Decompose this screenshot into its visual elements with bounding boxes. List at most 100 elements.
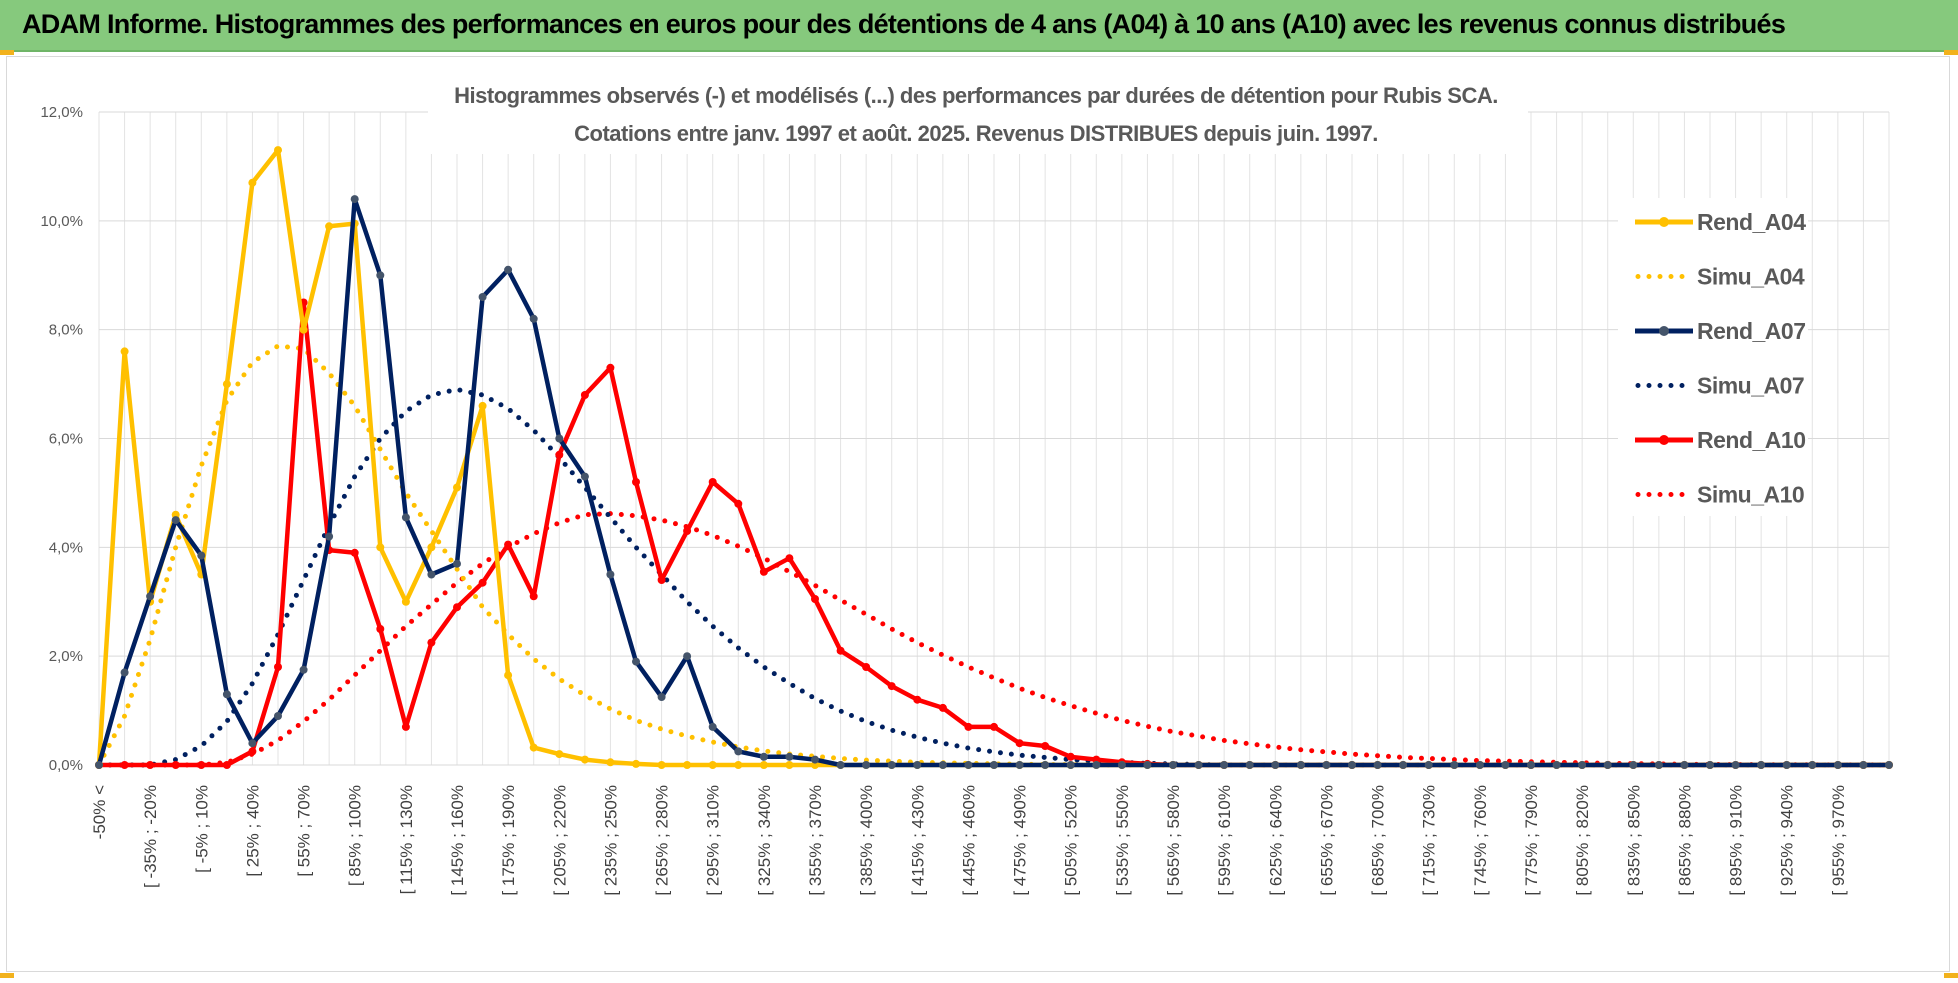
x-tick-label: [ 685% ; 700% bbox=[1369, 785, 1388, 896]
data-point bbox=[862, 663, 871, 671]
x-tick-label: [ 205% ; 220% bbox=[550, 785, 569, 896]
data-point bbox=[606, 758, 615, 767]
data-point bbox=[1859, 761, 1868, 769]
data-point bbox=[683, 652, 692, 661]
data-point bbox=[632, 759, 640, 768]
data-point bbox=[913, 695, 922, 704]
legend-item: Rend_A10 bbox=[1635, 427, 1806, 453]
data-point bbox=[990, 761, 998, 769]
data-point bbox=[1066, 761, 1075, 769]
data-point bbox=[1731, 761, 1740, 769]
data-point bbox=[1885, 761, 1893, 769]
data-point bbox=[887, 682, 896, 691]
y-tick-label: 8,0% bbox=[49, 322, 83, 339]
data-point bbox=[248, 747, 257, 756]
data-point bbox=[1245, 761, 1254, 769]
data-point bbox=[938, 703, 947, 712]
corner-mark bbox=[0, 973, 14, 978]
data-point bbox=[1808, 761, 1817, 769]
data-point bbox=[325, 222, 334, 231]
legend-label: Simu_A10 bbox=[1697, 482, 1804, 508]
legend-marker bbox=[1659, 217, 1669, 227]
x-tick-label: [ 925% ; 940% bbox=[1778, 785, 1797, 896]
data-point bbox=[938, 761, 947, 769]
data-point bbox=[1015, 739, 1024, 748]
data-point bbox=[350, 195, 359, 204]
y-axis-ticks: 0,0% 2,0% 4,0% 6,0% 8,0% 10,0% 12,0% bbox=[40, 104, 83, 774]
x-tick-label: [ 655% ; 670% bbox=[1317, 785, 1336, 896]
legend-label: Simu_A07 bbox=[1697, 373, 1804, 399]
banner-title: ADAM Informe. Histogrammes des performan… bbox=[22, 9, 1786, 39]
data-point bbox=[529, 743, 538, 752]
legend-label: Rend_A07 bbox=[1697, 318, 1805, 344]
data-point bbox=[376, 625, 385, 633]
data-point bbox=[1220, 761, 1229, 769]
data-point bbox=[1322, 761, 1331, 769]
x-tick-label: [ 595% ; 610% bbox=[1215, 785, 1234, 896]
data-point bbox=[1629, 761, 1638, 769]
data-point bbox=[299, 325, 308, 334]
data-point bbox=[350, 548, 359, 557]
x-axis-ticks: -50% < [ -35% ; -20% [ -5% ; 10% [ 25% ; 40… bbox=[90, 785, 1848, 896]
data-point bbox=[248, 178, 257, 187]
data-point bbox=[120, 347, 129, 356]
data-point bbox=[836, 646, 845, 655]
x-tick-label: [ 475% ; 490% bbox=[1011, 785, 1030, 896]
data-point bbox=[657, 761, 666, 769]
data-point bbox=[606, 570, 615, 579]
x-tick-label: [ 865% ; 880% bbox=[1675, 785, 1694, 896]
x-tick-label: [ 505% ; 520% bbox=[1062, 785, 1081, 896]
data-point bbox=[504, 265, 513, 274]
data-point bbox=[1424, 761, 1433, 769]
data-point bbox=[427, 543, 436, 552]
data-point bbox=[1015, 761, 1024, 769]
x-tick-label: [ 235% ; 250% bbox=[601, 785, 620, 896]
data-point bbox=[811, 755, 819, 764]
data-point bbox=[708, 722, 717, 731]
legend-item: Simu_A04 bbox=[1635, 264, 1805, 290]
legend-item: Simu_A07 bbox=[1635, 373, 1805, 399]
data-point bbox=[657, 693, 666, 701]
data-point bbox=[478, 293, 487, 301]
data-point bbox=[453, 559, 461, 568]
data-point bbox=[632, 478, 640, 486]
data-point bbox=[657, 576, 666, 584]
data-point bbox=[1066, 752, 1075, 761]
data-point bbox=[1833, 761, 1842, 769]
data-point bbox=[222, 690, 231, 699]
x-tick-label: [ 565% ; 580% bbox=[1164, 785, 1183, 896]
data-point bbox=[120, 761, 129, 769]
x-tick-label: [ 175% ; 190% bbox=[499, 785, 518, 896]
data-point bbox=[274, 663, 282, 671]
data-point bbox=[504, 540, 513, 549]
data-point bbox=[683, 527, 692, 535]
data-point bbox=[529, 592, 538, 601]
data-point bbox=[785, 752, 794, 761]
x-tick-label: [ 325% ; 340% bbox=[755, 785, 774, 896]
data-point bbox=[1399, 761, 1408, 769]
chart-frame bbox=[6, 56, 1950, 972]
data-point bbox=[197, 761, 206, 769]
data-point bbox=[759, 567, 768, 576]
data-point bbox=[504, 671, 513, 680]
data-point bbox=[759, 761, 768, 769]
data-point bbox=[734, 747, 743, 756]
y-tick-label: 10,0% bbox=[40, 213, 83, 230]
series-rend-a07 bbox=[95, 195, 1893, 769]
data-point bbox=[274, 712, 282, 720]
x-tick-label: [ 775% ; 790% bbox=[1522, 785, 1541, 896]
x-tick-label: [ 355% ; 370% bbox=[806, 785, 825, 896]
data-point bbox=[146, 592, 155, 601]
data-point bbox=[683, 761, 692, 769]
x-tick-label: [ 835% ; 850% bbox=[1624, 785, 1643, 896]
data-point bbox=[325, 532, 334, 541]
data-point bbox=[299, 665, 308, 674]
data-point bbox=[555, 434, 564, 443]
data-point bbox=[734, 761, 743, 769]
data-point bbox=[964, 722, 973, 731]
legend: Rend_A04 Simu_A04 Rend_A07 Simu_A07 Rend_A10… bbox=[1635, 209, 1807, 508]
x-tick-label: [ 85% ; 100% bbox=[346, 785, 365, 886]
data-point bbox=[453, 483, 461, 492]
data-point bbox=[964, 761, 973, 769]
x-tick-label: [ 445% ; 460% bbox=[959, 785, 978, 896]
